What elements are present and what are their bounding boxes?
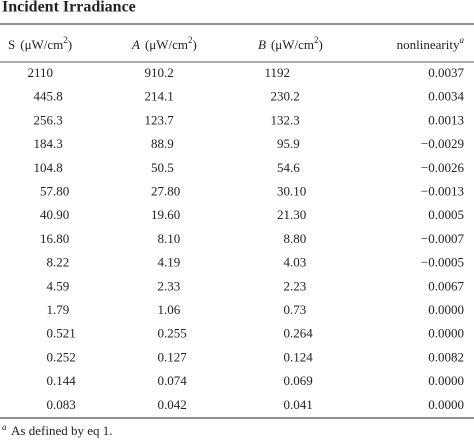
table-cell: −0.0007: [421, 231, 465, 246]
table-cell: 132.3: [271, 112, 300, 127]
table-cell: −0.0013: [421, 183, 464, 198]
table-cell: 57.80: [40, 183, 69, 198]
column-header: nonlinearitya: [397, 35, 465, 52]
table-cell: 50.5: [151, 160, 174, 175]
table-cell: 445.8: [34, 89, 63, 104]
table-cell: 0.144: [47, 373, 77, 388]
table-cell: 0.083: [47, 397, 76, 412]
table-cell: 8.22: [47, 255, 70, 270]
header-label: A: [131, 37, 140, 52]
footnote-text: As defined by eq 1.: [11, 423, 112, 438]
column-header: S (μW/cm2): [8, 35, 72, 52]
table-cell: 0.0037: [428, 65, 464, 80]
column-header: A (μW/cm2): [131, 35, 197, 52]
table-cell: 95.9: [277, 136, 300, 151]
table-cell: 4.59: [47, 278, 70, 293]
footnote: a As defined by eq 1.: [2, 419, 113, 438]
table-cell: 0.264: [284, 326, 314, 341]
table-cell: 256.3: [34, 112, 63, 127]
table-cell: 88.9: [151, 136, 174, 151]
table-cell: 104.8: [34, 160, 63, 175]
table-cell: 0.0082: [428, 349, 464, 364]
header-unit: (μW/cm: [271, 37, 314, 52]
table-cell: 1.06: [158, 302, 181, 317]
table-cell: 0.0000: [428, 326, 464, 341]
table-cell: 0.0067: [428, 278, 464, 293]
table-cell: 0.069: [284, 373, 313, 388]
table-cell: 40.90: [40, 207, 69, 222]
header-label: nonlinearity: [397, 37, 460, 52]
table-cell: 230.2: [271, 89, 300, 104]
header-sup: 2: [314, 35, 319, 45]
table-cell: 30.10: [277, 183, 306, 198]
table-cell: 4.19: [158, 255, 181, 270]
table-cell: 0.0005: [428, 207, 464, 222]
header-sup: 2: [188, 35, 193, 45]
table-cell: −0.0026: [421, 160, 465, 175]
table-cell: 0.255: [158, 326, 187, 341]
table-cell: 0.127: [158, 349, 188, 364]
table-cell: 184.3: [34, 136, 63, 151]
table-cell: 0.0000: [428, 397, 464, 412]
table-cell: 0.074: [158, 373, 188, 388]
header-sup: a: [460, 35, 465, 45]
table-cell: 19.60: [151, 207, 180, 222]
table-cell: 2.33: [158, 278, 181, 293]
table-cell: 0.0000: [428, 373, 464, 388]
table-cell: −0.0029: [421, 136, 464, 151]
table-cell: 4.03: [284, 255, 307, 270]
table-cell: 0.0000: [428, 302, 464, 317]
table-cell: 0.042: [158, 397, 187, 412]
table-cell: 8.80: [284, 231, 307, 246]
table-cell: 214.1: [145, 89, 174, 104]
table-cell: 0.0013: [428, 112, 464, 127]
table-cell: 0.521: [47, 326, 76, 341]
table-cell: 27.80: [151, 183, 180, 198]
table-cell: −0.0005: [421, 255, 464, 270]
table-cell: 0.041: [284, 397, 313, 412]
table-cell: 0.0034: [428, 89, 464, 104]
header-label: B: [258, 37, 266, 52]
header-close: ): [319, 37, 323, 52]
header-close: ): [68, 37, 72, 52]
table-title: Incident Irradiance: [2, 0, 136, 16]
table-cell: 0.124: [284, 349, 314, 364]
header-sup: 2: [63, 35, 68, 45]
table-cell: 123.7: [145, 112, 175, 127]
table-cell: 0.73: [284, 302, 307, 317]
column-header: B (μW/cm2): [258, 35, 323, 52]
table-cell: 910.2: [145, 65, 174, 80]
table-cell: 8.10: [158, 231, 181, 246]
table-cell: 2110: [27, 65, 53, 80]
table-cell: 1192: [264, 65, 290, 80]
table-cell: 1.79: [47, 302, 70, 317]
header-unit: (μW/cm: [20, 37, 63, 52]
header-label: S: [8, 37, 15, 52]
header-unit: (μW/cm: [145, 37, 188, 52]
table-cell: 16.80: [40, 231, 69, 246]
footnote-marker: a: [2, 422, 7, 432]
header-close: ): [193, 37, 197, 52]
table-cell: 54.6: [277, 160, 300, 175]
table-cell: 0.252: [47, 349, 76, 364]
table-cell: 21.30: [277, 207, 306, 222]
table-cell: 2.23: [284, 278, 307, 293]
